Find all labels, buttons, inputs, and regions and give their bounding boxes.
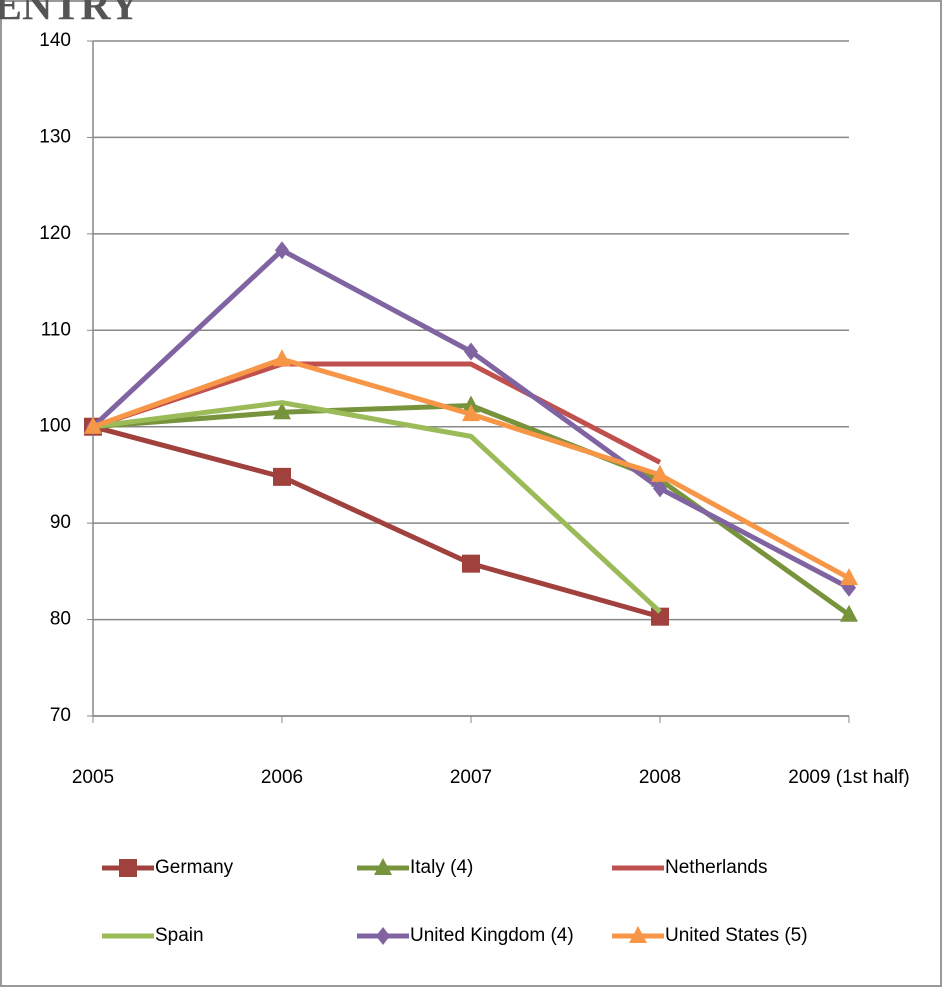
y-tick-label: 120 (39, 223, 71, 244)
legend-label: United States (5) (665, 925, 808, 946)
marker (462, 554, 480, 573)
legend-label: Netherlands (665, 857, 767, 878)
series-line (92, 400, 662, 614)
legend-label: United Kingdom (4) (410, 925, 574, 946)
x-tick-label: 2009 (1st half) (788, 767, 909, 788)
marker (273, 349, 291, 367)
marker (653, 479, 667, 498)
y-tick-label: 80 (50, 609, 71, 630)
series-line (92, 424, 661, 620)
y-tick-label: 130 (39, 126, 71, 147)
y-tick-label: 90 (50, 512, 71, 533)
marker (275, 241, 289, 260)
marker (462, 395, 480, 413)
marker (629, 926, 647, 943)
marker (840, 604, 858, 622)
x-tick-label: 2005 (72, 767, 114, 788)
y-tick-label: 140 (39, 30, 71, 51)
marker (651, 464, 669, 482)
x-tick-label: 2008 (639, 767, 681, 788)
x-tick-label: 2006 (261, 767, 303, 788)
marker (376, 927, 390, 945)
marker (462, 404, 480, 422)
marker (273, 467, 291, 486)
y-tick-label: 110 (41, 319, 71, 340)
marker (273, 402, 291, 420)
marker (464, 342, 478, 361)
marker (84, 416, 102, 434)
legend-label: Spain (155, 925, 204, 946)
marker (840, 568, 858, 586)
marker (119, 859, 137, 877)
marker (651, 607, 669, 626)
marker (374, 858, 392, 875)
x-tick-label: 2007 (450, 767, 492, 788)
y-tick-label: 100 (39, 416, 71, 437)
legend-label: Italy (4) (410, 857, 473, 878)
legend-label: Germany (155, 857, 234, 878)
y-tick-label: 70 (50, 705, 71, 726)
chart-title: ENTRY (0, 0, 140, 30)
